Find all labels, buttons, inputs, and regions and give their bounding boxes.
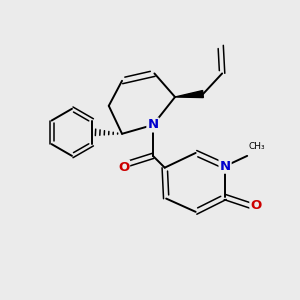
Text: N: N xyxy=(147,118,158,131)
Text: O: O xyxy=(250,200,262,212)
Text: N: N xyxy=(220,160,231,173)
Text: CH₃: CH₃ xyxy=(249,142,265,152)
Text: O: O xyxy=(118,160,129,174)
Polygon shape xyxy=(175,91,203,98)
